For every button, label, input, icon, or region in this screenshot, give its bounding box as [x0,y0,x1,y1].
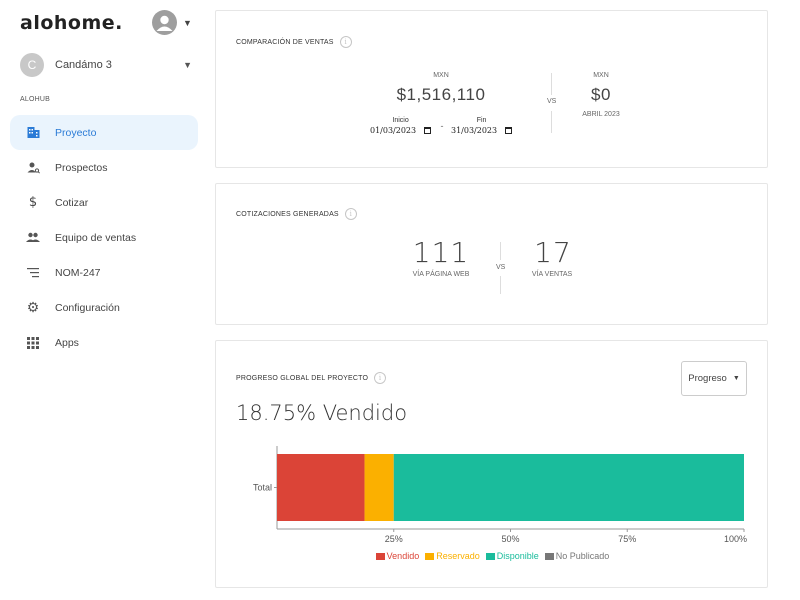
date-separator: - [440,121,444,131]
sidebar-item-label: Prospectos [55,161,108,174]
x-tick-label: 75% [618,534,636,544]
sold-percentage-headline: 18.75% Vendido [236,401,408,425]
right-currency: MXN [593,72,609,79]
building-icon [26,126,40,140]
sidebar-item-equipo-de-ventas[interactable]: Equipo de ventas [10,220,198,255]
vs-label: VS [547,98,557,105]
chevron-down-icon: ▼ [732,375,740,382]
progress-select[interactable]: Progreso ▼ [681,361,747,396]
legend-label: Vendido [386,551,420,561]
quotes-web-label: VÍA PÁGINA WEB [412,271,470,278]
legend-item-disponible[interactable]: Disponible [485,551,539,561]
end-date-label: Fin [476,117,487,124]
person-search-icon [26,161,40,175]
project-name: Candámo 3 [55,59,112,71]
info-icon[interactable]: i [339,36,352,48]
project-selector[interactable]: C Candámo 3 ▼ [20,53,196,77]
card-title: PROGRESO GLOBAL DEL PROYECTO i [236,372,387,384]
start-date-field[interactable]: Inicio 01/03/2023 [370,117,432,135]
vs-label: VS [496,264,506,271]
legend-label: Disponible [496,551,539,561]
sidebar: alohome. ▼ C Candámo 3 ▼ ALOHUB Proyecto… [0,0,208,600]
sidebar-item-nom-247[interactable]: NOM-247 [10,255,198,290]
sidebar-item-configuracion[interactable]: ⚙ Configuración [10,290,198,325]
progress-chart-svg: Total 25% 50% 75% 100% [253,446,747,544]
left-currency: MXN [433,72,449,79]
start-date-label: Inicio [392,117,409,124]
quotes-sales-count: 17 [534,236,572,269]
calendar-icon[interactable] [424,127,432,134]
bar-segment-vendido[interactable] [277,454,365,521]
card-title: COMPARACIÓN DE VENTAS i [236,36,352,48]
sidebar-item-label: Configuración [55,301,120,314]
divider [500,242,501,260]
end-date-value: 31/03/2023 [451,126,498,135]
card-title: COTIZACIONES GENERADAS i [236,208,357,220]
sidebar-item-prospectos[interactable]: Prospectos [10,150,198,185]
project-avatar: C [20,53,44,77]
legend-label: Reservado [436,551,480,561]
sidebar-nav: Proyecto Prospectos $ Cotizar Equipo de … [10,115,198,360]
quotes-sales-label: VÍA VENTAS [531,271,573,278]
bar-segment-reservado[interactable] [364,454,394,521]
gear-icon: ⚙ [26,299,40,315]
sidebar-item-apps[interactable]: Apps [10,325,198,360]
quotes-web-count: 111 [412,236,470,269]
project-progress-card: PROGRESO GLOBAL DEL PROYECTO i Progreso … [215,340,768,588]
sidebar-item-label: Cotizar [55,196,89,209]
calendar-icon[interactable] [505,127,513,134]
sidebar-item-cotizar[interactable]: $ Cotizar [10,185,198,220]
progress-chart: Total 25% 50% 75% 100% Vendido Reservado Dispo… [216,341,769,589]
end-date-field[interactable]: Fin 31/03/2023 [451,117,513,135]
card-title-text: COMPARACIÓN DE VENTAS [236,38,334,46]
brand-logo[interactable]: alohome. [20,12,123,34]
legend-swatch [375,552,385,560]
list-icon [26,266,40,280]
account-avatar-icon [152,10,177,35]
start-date-value: 01/03/2023 [370,126,417,135]
sales-amount-current: $1,516,110 [396,85,486,104]
sidebar-item-label: NOM-247 [55,266,101,279]
sales-comparison-card: COMPARACIÓN DE VENTAS i MXN $1,516,110 I… [215,10,768,168]
progress-select-value: Progreso [688,373,727,384]
sidebar-item-label: Apps [55,336,79,349]
legend-swatch [425,552,435,560]
sidebar-item-label: Equipo de ventas [55,231,137,244]
y-tick-label: Total [253,483,272,493]
info-icon[interactable]: i [344,208,357,220]
legend-item-reservado[interactable]: Reservado [425,551,480,561]
previous-period-label: ABRIL 2023 [582,111,620,118]
group-icon [26,231,40,245]
sales-amount-previous: $0 [591,85,611,104]
divider [500,276,501,294]
legend-swatch [485,552,495,560]
card-title-text: PROGRESO GLOBAL DEL PROYECTO [236,374,369,382]
legend-label: No Publicado [555,551,610,561]
chevron-down-icon: ▼ [183,17,192,28]
chart-legend: Vendido Reservado Disponible No Publicado [216,551,769,561]
divider [551,73,552,95]
apps-grid-icon [26,336,40,350]
bar-segment-disponible[interactable] [393,454,744,521]
dollar-icon: $ [28,195,38,210]
quotes-card: COTIZACIONES GENERADAS i 111 VÍA PÁGINA … [215,183,768,325]
card-title-text: COTIZACIONES GENERADAS [236,210,339,218]
legend-item-no-publicado[interactable]: No Publicado [544,551,610,561]
account-menu[interactable]: ▼ [152,10,192,35]
x-tick-label: 25% [385,534,403,544]
legend-swatch [544,552,554,560]
sidebar-item-label: Proyecto [55,126,97,139]
divider [551,111,552,133]
section-label: ALOHUB [20,96,50,103]
chevron-down-icon: ▼ [183,60,192,70]
x-tick-label: 100% [724,534,747,544]
legend-item-vendido[interactable]: Vendido [375,551,420,561]
sidebar-item-proyecto[interactable]: Proyecto [10,115,198,150]
x-tick-label: 50% [501,534,519,544]
info-icon[interactable]: i [374,372,387,384]
